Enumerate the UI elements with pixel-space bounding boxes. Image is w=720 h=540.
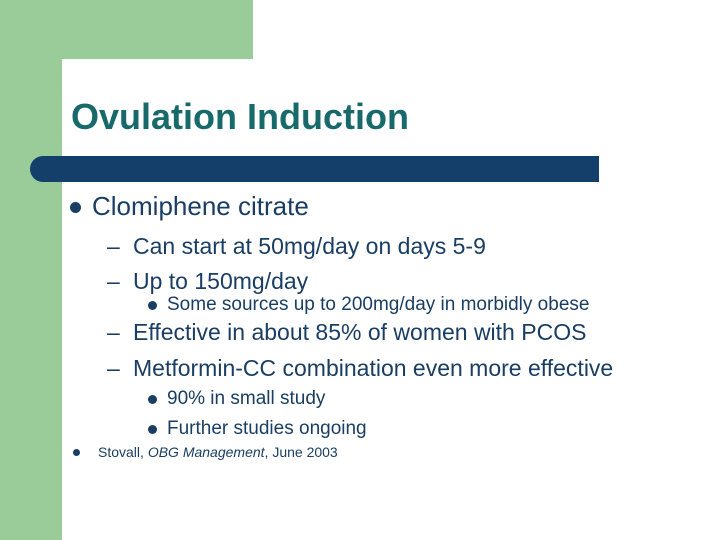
bullet-icon (148, 425, 157, 434)
slide-content-panel (62, 59, 720, 540)
bullet-icon (148, 301, 157, 310)
bullet-text: Can start at 50mg/day on days 5-9 (133, 233, 486, 259)
bullet-text: Further studies ongoing (167, 418, 367, 439)
title-underline-accent-bar (30, 156, 599, 182)
citation-date: , June 2003 (264, 444, 338, 460)
bullet-text: Some sources up to 200mg/day in morbidly… (167, 294, 590, 315)
bullet-text: Clomiphene citrate (92, 191, 309, 221)
bullet-icon (70, 202, 81, 213)
citation-source: OBG Management (147, 444, 265, 460)
bullet-text: Up to 150mg/day (133, 268, 309, 294)
bullet-icon (148, 395, 157, 404)
bullet-text: Effective in about 85% of women with PCO… (133, 319, 587, 345)
bullet-icon (73, 449, 80, 456)
dash-bullet-icon: – (107, 233, 120, 259)
bullet-text: 90% in small study (167, 388, 326, 409)
dash-bullet-icon: – (107, 319, 120, 345)
citation-author: Stovall, (98, 444, 148, 460)
green-background-left-strip (0, 0, 62, 540)
citation-text: Stovall, OBG Management, June 2003 (98, 445, 338, 459)
bullet-text: Metformin-CC combination even more effec… (133, 355, 614, 381)
dash-bullet-icon: – (107, 355, 120, 381)
slide-title: Ovulation Induction (71, 96, 409, 137)
dash-bullet-icon: – (107, 268, 120, 294)
